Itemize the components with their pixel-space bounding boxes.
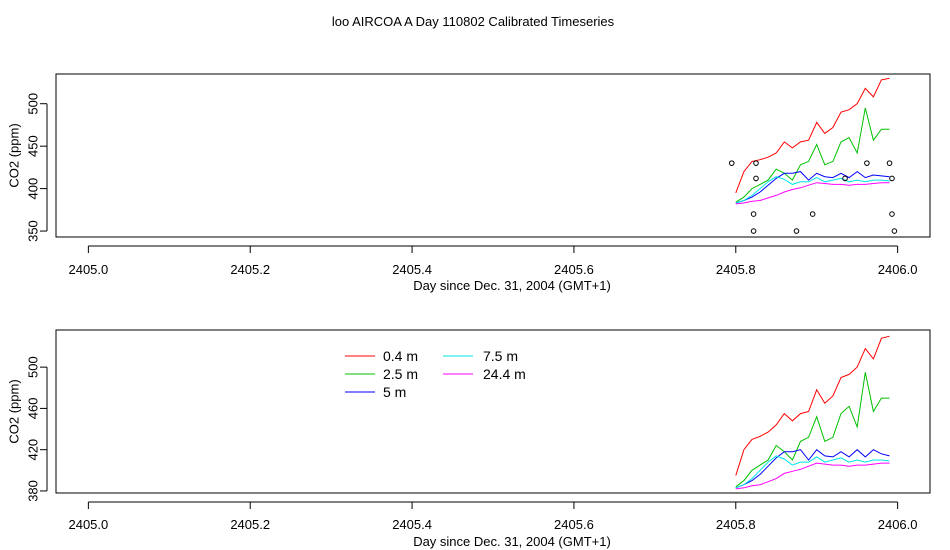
legend-label: 0.4 m xyxy=(383,348,418,364)
chart-panel-top: 2405.0 2405.2 2405.4 2405.6 2405.8 2406.0 Day … xyxy=(6,73,931,293)
data-point xyxy=(809,211,816,217)
data-point xyxy=(753,160,759,166)
data-point xyxy=(750,211,757,217)
x-tick-label: 2405.6 xyxy=(554,517,594,532)
series-line-4 xyxy=(735,455,890,489)
data-point xyxy=(891,228,898,234)
x-tick-label: 2405.8 xyxy=(716,517,756,532)
plot-frame xyxy=(55,73,931,238)
y-tick-label: 460 xyxy=(25,398,40,420)
data-point xyxy=(864,160,870,166)
x-tick-label: 2405.4 xyxy=(392,517,432,532)
data-point xyxy=(753,175,759,182)
y-tick-label: 380 xyxy=(25,480,40,502)
series-line-5 xyxy=(735,462,890,490)
series-line-2 xyxy=(735,372,890,488)
legend-label: 2.5 m xyxy=(383,366,418,382)
data-point xyxy=(842,175,848,182)
x-tick-label: 2405.8 xyxy=(716,262,756,277)
x-axis-label: Day since Dec. 31, 2004 (GMT+1) xyxy=(413,534,611,549)
series-line-2 xyxy=(735,107,890,203)
series-line-1 xyxy=(735,77,890,194)
y-tick-label: 500 xyxy=(25,356,40,378)
y-tick-label: 420 xyxy=(25,439,40,461)
x-tick-label: 2405.2 xyxy=(230,262,270,277)
x-tick-label: 2405.6 xyxy=(554,262,594,277)
y-tick-label: 450 xyxy=(25,135,40,157)
data-point xyxy=(793,228,800,234)
data-point xyxy=(889,175,895,182)
x-tick-label: 2406.0 xyxy=(878,517,918,532)
plot-frame xyxy=(55,329,931,494)
data-point xyxy=(728,160,735,166)
x-tick-label: 2405.4 xyxy=(392,262,432,277)
series-line-4 xyxy=(735,176,890,204)
x-tick-label: 2406.0 xyxy=(878,262,918,277)
y-tick-label: 400 xyxy=(25,178,40,200)
x-tick-label: 2405.2 xyxy=(230,517,270,532)
x-tick-label: 2405.0 xyxy=(68,517,108,532)
data-point xyxy=(889,211,895,217)
y-axis-label: CO2 (ppm) xyxy=(6,379,21,443)
series-line-5 xyxy=(735,182,890,205)
y-axis-label: CO2 (ppm) xyxy=(6,123,21,187)
data-point xyxy=(886,160,893,166)
figure-title: loo AIRCOA A Day 110802 Calibrated Times… xyxy=(332,14,615,29)
legend-label: 5 m xyxy=(383,384,406,400)
chart-panel-bottom: 2405.0 2405.2 2405.4 2405.6 2405.8 2406.0 Day … xyxy=(6,329,931,549)
legend: 0.4 m 2.5 m 5 m 7.5 m 24.4 m xyxy=(345,348,526,400)
series-line-3 xyxy=(735,170,890,204)
x-tick-label: 2405.0 xyxy=(68,262,108,277)
y-tick-label: 500 xyxy=(25,93,40,115)
x-axis-label: Day since Dec. 31, 2004 (GMT+1) xyxy=(413,278,611,293)
data-point xyxy=(750,228,757,234)
series-line-1 xyxy=(735,335,890,476)
legend-label: 7.5 m xyxy=(483,348,518,364)
series-line-3 xyxy=(735,449,890,489)
legend-label: 24.4 m xyxy=(483,366,526,382)
y-tick-label: 350 xyxy=(25,220,40,242)
